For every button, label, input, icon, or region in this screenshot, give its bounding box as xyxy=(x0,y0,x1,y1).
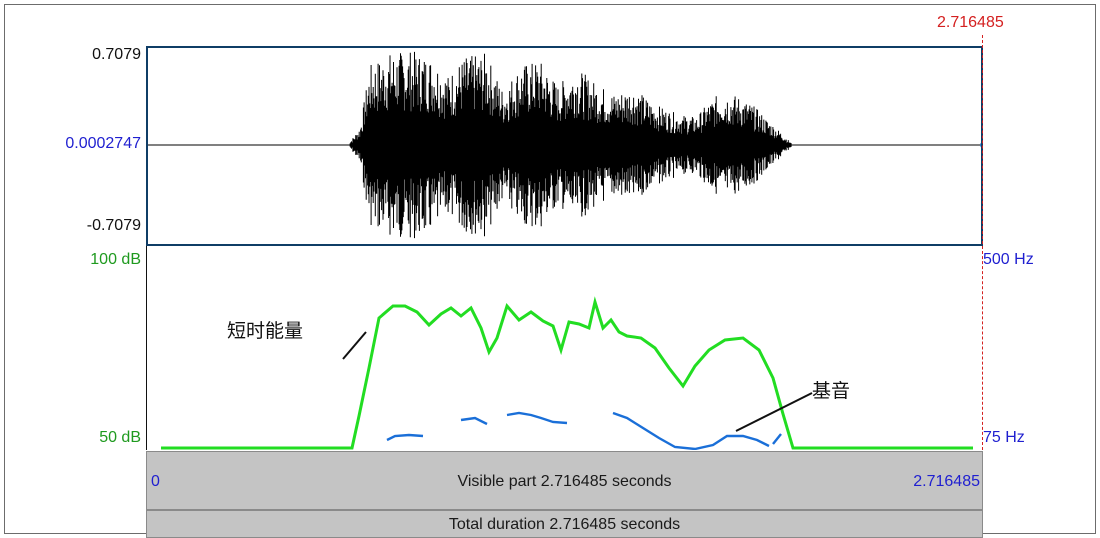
waveform-signal xyxy=(148,51,981,239)
waveform-min-label: -0.7079 xyxy=(86,217,141,234)
visible-part-text: Visible part 2.716485 seconds xyxy=(457,473,672,490)
sound-editor-window: 2.716485 0.7079 0.0002747 -0.7079 100 dB… xyxy=(4,4,1096,538)
visible-part-bar[interactable]: 0 Visible part 2.716485 seconds 2.716485 xyxy=(146,451,983,510)
analysis-panel[interactable]: 短时能量 基音 xyxy=(146,246,983,450)
waveform-zero-label: 0.0002747 xyxy=(65,135,141,152)
energy-annotation: 短时能量 xyxy=(227,320,304,342)
visible-end-label: 2.716485 xyxy=(913,473,980,490)
waveform-panel[interactable] xyxy=(146,46,983,246)
pitch-segment xyxy=(612,411,770,450)
intensity-max-label: 100 dB xyxy=(90,251,141,268)
cursor-time-label: 2.716485 xyxy=(937,14,1004,31)
total-duration-bar[interactable]: Total duration 2.716485 seconds xyxy=(146,510,983,538)
cursor-marker xyxy=(980,142,981,148)
pitch-min-label: 75 Hz xyxy=(983,429,1025,446)
pitch-segment xyxy=(386,433,424,442)
waveform-max-label: 0.7079 xyxy=(92,46,141,63)
intensity-min-label: 50 dB xyxy=(99,429,141,446)
pitch-segment xyxy=(506,411,568,425)
pitch-segment xyxy=(772,433,782,445)
pitch-pointer xyxy=(735,392,813,432)
pitch-annotation: 基音 xyxy=(812,380,851,402)
pitch-max-label: 500 Hz xyxy=(983,251,1034,268)
visible-start-label: 0 xyxy=(151,473,160,490)
total-duration-text: Total duration 2.716485 seconds xyxy=(448,516,681,533)
cursor-line xyxy=(982,35,983,450)
intensity-curve xyxy=(161,296,973,450)
pitch-segment xyxy=(460,416,488,426)
waveform-plot xyxy=(148,51,981,239)
pitch-curve xyxy=(386,411,782,450)
analysis-plot xyxy=(161,296,973,450)
energy-pointer xyxy=(342,331,367,360)
